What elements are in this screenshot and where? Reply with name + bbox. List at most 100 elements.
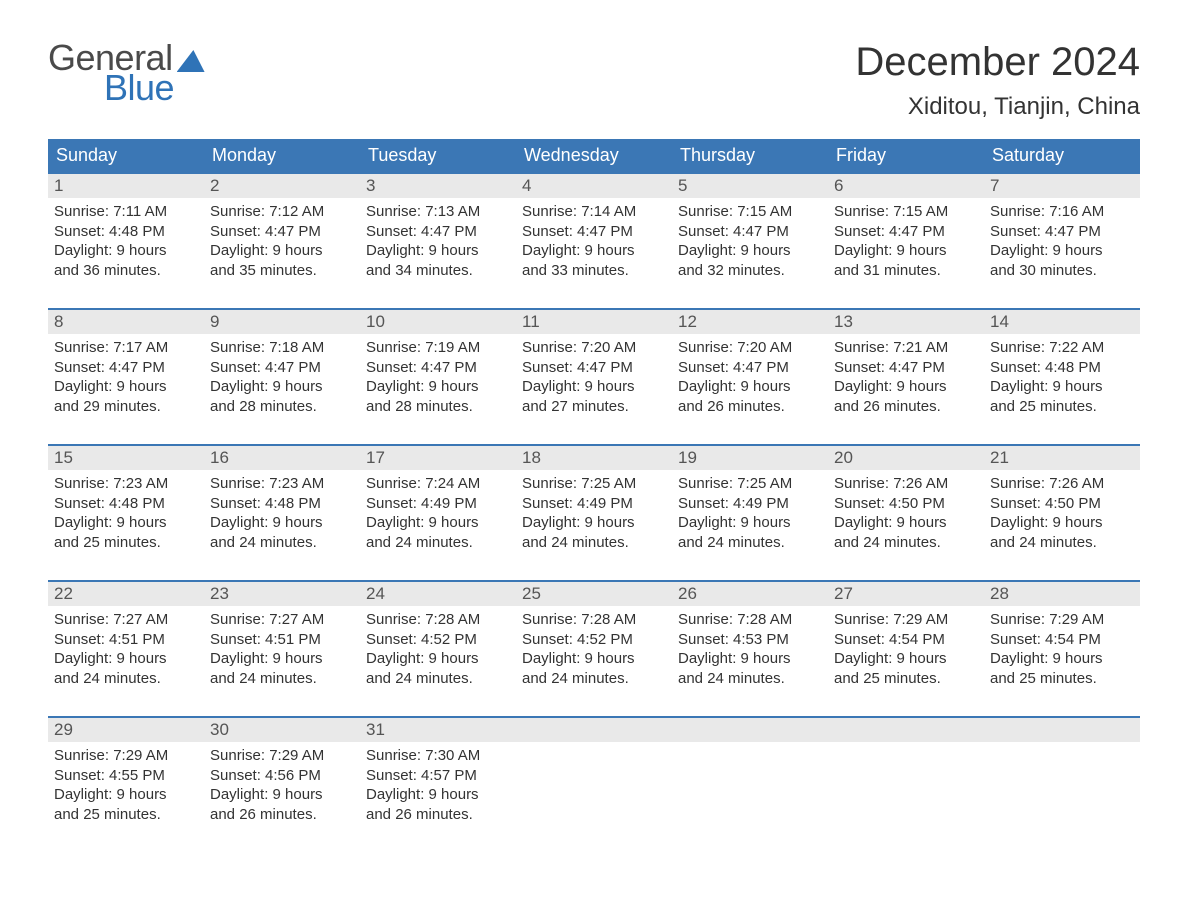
sunrise-line: Sunrise: 7:22 AM [990, 338, 1134, 358]
sunrise-line: Sunrise: 7:25 AM [678, 474, 822, 494]
calendar-day: 3Sunrise: 7:13 AMSunset: 4:47 PMDaylight… [360, 174, 516, 290]
day-details: Sunrise: 7:20 AMSunset: 4:47 PMDaylight:… [672, 334, 828, 422]
sunrise-line: Sunrise: 7:19 AM [366, 338, 510, 358]
daylight-line-2: and 27 minutes. [522, 397, 666, 417]
day-details: Sunrise: 7:21 AMSunset: 4:47 PMDaylight:… [828, 334, 984, 422]
daylight-line-1: Daylight: 9 hours [54, 513, 198, 533]
page-title: December 2024 [855, 40, 1140, 85]
day-number: 27 [828, 582, 984, 606]
daylight-line-2: and 24 minutes. [210, 669, 354, 689]
day-number: 30 [204, 718, 360, 742]
day-number: 22 [48, 582, 204, 606]
daylight-line-1: Daylight: 9 hours [990, 649, 1134, 669]
daylight-line-2: and 25 minutes. [54, 805, 198, 825]
calendar-day: 2Sunrise: 7:12 AMSunset: 4:47 PMDaylight… [204, 174, 360, 290]
daylight-line-1: Daylight: 9 hours [366, 241, 510, 261]
daylight-line-2: and 30 minutes. [990, 261, 1134, 281]
sunset-line: Sunset: 4:47 PM [366, 222, 510, 242]
sunset-line: Sunset: 4:47 PM [990, 222, 1134, 242]
daylight-line-1: Daylight: 9 hours [678, 377, 822, 397]
day-number: 14 [984, 310, 1140, 334]
sunrise-line: Sunrise: 7:27 AM [210, 610, 354, 630]
daylight-line-1: Daylight: 9 hours [54, 649, 198, 669]
calendar-day: . [672, 718, 828, 834]
daylight-line-1: Daylight: 9 hours [834, 513, 978, 533]
day-number: 31 [360, 718, 516, 742]
calendar-day: 4Sunrise: 7:14 AMSunset: 4:47 PMDaylight… [516, 174, 672, 290]
daylight-line-1: Daylight: 9 hours [834, 649, 978, 669]
daylight-line-1: Daylight: 9 hours [522, 241, 666, 261]
sunrise-line: Sunrise: 7:13 AM [366, 202, 510, 222]
sunset-line: Sunset: 4:53 PM [678, 630, 822, 650]
location-subtitle: Xiditou, Tianjin, China [855, 93, 1140, 121]
calendar-day: 14Sunrise: 7:22 AMSunset: 4:48 PMDayligh… [984, 310, 1140, 426]
calendar-day: 30Sunrise: 7:29 AMSunset: 4:56 PMDayligh… [204, 718, 360, 834]
calendar-day: 16Sunrise: 7:23 AMSunset: 4:48 PMDayligh… [204, 446, 360, 562]
daylight-line-1: Daylight: 9 hours [522, 513, 666, 533]
sunrise-line: Sunrise: 7:29 AM [834, 610, 978, 630]
weekday-header: Sunday [48, 139, 204, 172]
calendar-day: . [516, 718, 672, 834]
daylight-line-1: Daylight: 9 hours [210, 785, 354, 805]
day-number: 20 [828, 446, 984, 470]
day-number: 10 [360, 310, 516, 334]
day-number: 16 [204, 446, 360, 470]
sunset-line: Sunset: 4:51 PM [54, 630, 198, 650]
day-details: Sunrise: 7:15 AMSunset: 4:47 PMDaylight:… [672, 198, 828, 286]
sunset-line: Sunset: 4:47 PM [834, 358, 978, 378]
day-number: 17 [360, 446, 516, 470]
daylight-line-2: and 24 minutes. [366, 669, 510, 689]
calendar-day: 7Sunrise: 7:16 AMSunset: 4:47 PMDaylight… [984, 174, 1140, 290]
daylight-line-1: Daylight: 9 hours [834, 377, 978, 397]
daylight-line-1: Daylight: 9 hours [366, 377, 510, 397]
daylight-line-1: Daylight: 9 hours [990, 513, 1134, 533]
sunrise-line: Sunrise: 7:24 AM [366, 474, 510, 494]
daylight-line-2: and 24 minutes. [54, 669, 198, 689]
day-number: 2 [204, 174, 360, 198]
calendar-day: 25Sunrise: 7:28 AMSunset: 4:52 PMDayligh… [516, 582, 672, 698]
sunset-line: Sunset: 4:48 PM [990, 358, 1134, 378]
sunset-line: Sunset: 4:48 PM [210, 494, 354, 514]
day-details: Sunrise: 7:23 AMSunset: 4:48 PMDaylight:… [204, 470, 360, 558]
day-details: Sunrise: 7:26 AMSunset: 4:50 PMDaylight:… [984, 470, 1140, 558]
sunrise-line: Sunrise: 7:21 AM [834, 338, 978, 358]
weekday-header: Thursday [672, 139, 828, 172]
sunset-line: Sunset: 4:51 PM [210, 630, 354, 650]
day-details: Sunrise: 7:20 AMSunset: 4:47 PMDaylight:… [516, 334, 672, 422]
day-details: Sunrise: 7:30 AMSunset: 4:57 PMDaylight:… [360, 742, 516, 830]
calendar-day: 5Sunrise: 7:15 AMSunset: 4:47 PMDaylight… [672, 174, 828, 290]
sunset-line: Sunset: 4:56 PM [210, 766, 354, 786]
sunrise-line: Sunrise: 7:26 AM [834, 474, 978, 494]
sunrise-line: Sunrise: 7:20 AM [678, 338, 822, 358]
daylight-line-2: and 24 minutes. [834, 533, 978, 553]
sunrise-line: Sunrise: 7:27 AM [54, 610, 198, 630]
day-details: Sunrise: 7:25 AMSunset: 4:49 PMDaylight:… [516, 470, 672, 558]
brand-logo: General Blue [48, 40, 205, 106]
sunrise-line: Sunrise: 7:28 AM [522, 610, 666, 630]
weekday-header: Tuesday [360, 139, 516, 172]
sunrise-line: Sunrise: 7:30 AM [366, 746, 510, 766]
day-details: Sunrise: 7:13 AMSunset: 4:47 PMDaylight:… [360, 198, 516, 286]
daylight-line-2: and 25 minutes. [834, 669, 978, 689]
daylight-line-1: Daylight: 9 hours [210, 649, 354, 669]
day-number: 7 [984, 174, 1140, 198]
day-number: 4 [516, 174, 672, 198]
sunset-line: Sunset: 4:47 PM [522, 222, 666, 242]
sunset-line: Sunset: 4:47 PM [366, 358, 510, 378]
calendar-day: 26Sunrise: 7:28 AMSunset: 4:53 PMDayligh… [672, 582, 828, 698]
header: General Blue December 2024 Xiditou, Tian… [48, 40, 1140, 121]
weekday-header: Friday [828, 139, 984, 172]
daylight-line-1: Daylight: 9 hours [990, 241, 1134, 261]
day-number: 18 [516, 446, 672, 470]
day-number: 8 [48, 310, 204, 334]
daylight-line-2: and 24 minutes. [522, 533, 666, 553]
daylight-line-2: and 34 minutes. [366, 261, 510, 281]
sunset-line: Sunset: 4:47 PM [210, 358, 354, 378]
sunrise-line: Sunrise: 7:28 AM [366, 610, 510, 630]
day-details: Sunrise: 7:29 AMSunset: 4:55 PMDaylight:… [48, 742, 204, 830]
day-details: Sunrise: 7:23 AMSunset: 4:48 PMDaylight:… [48, 470, 204, 558]
calendar-day: 22 Sunrise: 7:27 AMSunset: 4:51 PMDayligh… [48, 582, 204, 698]
calendar-day: 10 Sunrise: 7:19 AMSunset: 4:47 PMDayligh… [360, 310, 516, 426]
day-number: 3 [360, 174, 516, 198]
day-number: 15 [48, 446, 204, 470]
